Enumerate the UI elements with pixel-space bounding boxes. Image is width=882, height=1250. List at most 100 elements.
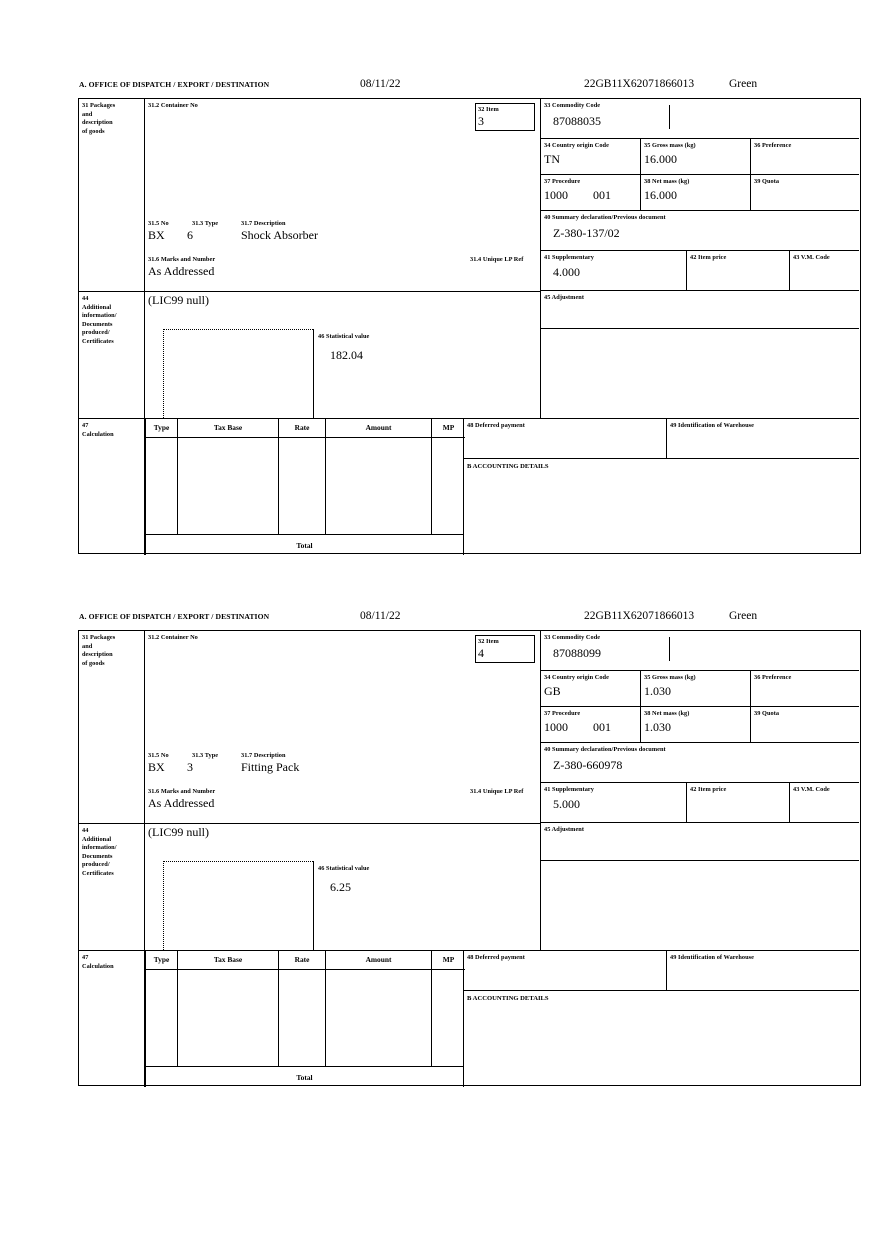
box47-column-header-tax-base: Tax Base (178, 951, 279, 970)
box32-label: 32 Item (478, 638, 499, 645)
box47-cell-type[interactable] (146, 438, 178, 535)
box44-label: 44 Additional information/ Documents pro… (79, 291, 145, 418)
box47-cell-mp[interactable] (432, 970, 465, 1067)
box38-label: 38 Net mass (kg) (644, 710, 690, 717)
box47-cell-amount[interactable] (326, 970, 432, 1067)
box47-cell-amount[interactable] (326, 438, 432, 535)
box31-label: 31 Packages and description of goods (79, 99, 145, 291)
box44-label-line-1: 44 (82, 827, 89, 834)
box47-cell-rate[interactable] (279, 970, 326, 1067)
box36-preference: 36 Preference (751, 671, 859, 707)
form-header: A. OFFICE OF DISPATCH / EXPORT / DESTINA… (78, 78, 861, 98)
box44-label-line-5: produced/ (82, 861, 110, 869)
box31-4-unique-lp-ref-label: 31.4 Unique LP Ref (470, 788, 524, 795)
box31-7-description-value: Shock Absorber (241, 228, 318, 242)
box36-preference: 36 Preference (751, 139, 859, 175)
box31-2-container-no-label: 31.2 Container No (148, 634, 198, 641)
box40-label: 40 Summary declaration/Previous document (544, 214, 666, 221)
box37-value-2: 001 (593, 720, 611, 734)
box47-column-header-rate: Rate (279, 951, 326, 970)
box31-label-line-3: description (82, 119, 113, 127)
form-header: A. OFFICE OF DISPATCH / EXPORT / DESTINA… (78, 610, 861, 630)
box31-7-description-label: 31.7 Description (241, 220, 286, 227)
box33-divider-tick (669, 105, 670, 129)
box39-quota: 39 Quota (751, 175, 859, 211)
box31-label-line-2: and (82, 110, 93, 118)
box35-gross-mass: 35 Gross mass (kg) 1.030 (641, 671, 751, 707)
box43-label: 43 V.M. Code (793, 786, 830, 793)
box35-value: 1.030 (644, 683, 671, 698)
box33-value: 87088035 (553, 113, 601, 128)
box47-calculation-table: Type Tax Base Rate Amount MP (145, 950, 465, 1067)
box33-commodity-code: 33 Commodity Code 87088035 (541, 99, 859, 139)
box43-label: 43 V.M. Code (793, 254, 830, 261)
box41-supplementary: 41 Supplementary 5.000 (541, 783, 687, 823)
boxB-value (464, 1003, 859, 1005)
box47-label: 47 Calculation (79, 418, 145, 555)
box42-value (687, 795, 789, 798)
box42-label: 42 Item price (690, 254, 727, 261)
box47-column-header-type: Type (146, 951, 178, 970)
box48-value (464, 963, 666, 965)
box47-total-row: Total (145, 534, 464, 555)
box33-commodity-code: 33 Commodity Code 87088099 (541, 631, 859, 671)
box31-body: 31.2 Container No 31.5 No 31.3 Type 31.7… (145, 99, 541, 291)
box44-label-line-6: Certificates (82, 869, 114, 877)
box31-label-line-2: and (82, 642, 93, 650)
box38-net-mass: 38 Net mass (kg) 16.000 (641, 175, 751, 211)
box31-5-no-label: 31.5 No (148, 752, 169, 759)
box47-label-line-2: Calculation (82, 962, 114, 970)
box47-label-line-1: 47 (82, 422, 89, 429)
box41-label: 41 Supplementary (544, 786, 594, 793)
box37-value: 1000 (544, 720, 568, 734)
box47-cell-tax-base[interactable] (178, 438, 279, 535)
box43-value (790, 795, 859, 798)
box46-dotted-left-divider (163, 861, 164, 950)
declaration-date: 08/11/22 (360, 610, 401, 622)
box47-cell-rate[interactable] (279, 438, 326, 535)
box40-value: Z-380-660978 (553, 757, 623, 772)
box31-6-marks-value: As Addressed (148, 264, 215, 278)
box48-value (464, 431, 666, 433)
box45-label: 45 Adjustment (544, 294, 585, 301)
box35-label: 35 Gross mass (kg) (644, 142, 696, 149)
box43-value (790, 263, 859, 266)
box36-value (751, 151, 859, 153)
box47-total-row: Total (145, 1066, 464, 1087)
office-of-dispatch-label: A. OFFICE OF DISPATCH / EXPORT / DESTINA… (79, 80, 270, 89)
box42-value (687, 263, 789, 266)
box37-label: 37 Procedure (544, 710, 581, 717)
declaration-date: 08/11/22 (360, 78, 401, 90)
box42-label: 42 Item price (690, 786, 727, 793)
box33-value: 87088099 (553, 645, 601, 660)
box47-label-line-2: Calculation (82, 430, 114, 438)
box47-cell-type[interactable] (146, 970, 178, 1067)
box47-column-header-mp: MP (432, 419, 465, 438)
box38-value: 1.030 (644, 719, 671, 734)
movement-reference-number: 22GB11X62071866013 (584, 610, 695, 622)
box31-5-no-value: BX (148, 228, 165, 242)
box35-value: 16.000 (644, 151, 677, 166)
box31-2-container-no-label: 31.2 Container No (148, 102, 198, 109)
box47-column-header-tax-base: Tax Base (178, 419, 279, 438)
box45-value (541, 303, 859, 305)
box47-cell-mp[interactable] (432, 438, 465, 535)
clearance-lane: Green (729, 78, 758, 90)
box47-cell-tax-base[interactable] (178, 970, 279, 1067)
box44-label-line-2: Additional (82, 303, 112, 311)
box39-label: 39 Quota (754, 710, 780, 717)
boxB-label: B ACCOUNTING DETAILS (467, 463, 549, 470)
customs-declaration-form-item-4: A. OFFICE OF DISPATCH / EXPORT / DESTINA… (78, 610, 861, 1087)
box47-total-label: Total (296, 1073, 313, 1082)
box44-label-line-3: information/ (82, 312, 117, 320)
box48-label: 48 Deferred payment (467, 422, 525, 429)
box47-column-header-amount: Amount (326, 951, 432, 970)
box46-statistical-value: 46 Statistical value 6.25 (313, 861, 859, 950)
form-frame: 31 Packages and description of goods 31.… (78, 98, 861, 555)
box31-label-line-1: 31 Packages (82, 634, 116, 641)
box49-identification-of-warehouse: 49 Identification of Warehouse (667, 950, 859, 991)
form-frame: 31 Packages and description of goods 31.… (78, 630, 861, 1087)
box36-value (751, 683, 859, 685)
box41-value: 4.000 (553, 264, 580, 279)
box44-label-line-3: information/ (82, 844, 117, 852)
